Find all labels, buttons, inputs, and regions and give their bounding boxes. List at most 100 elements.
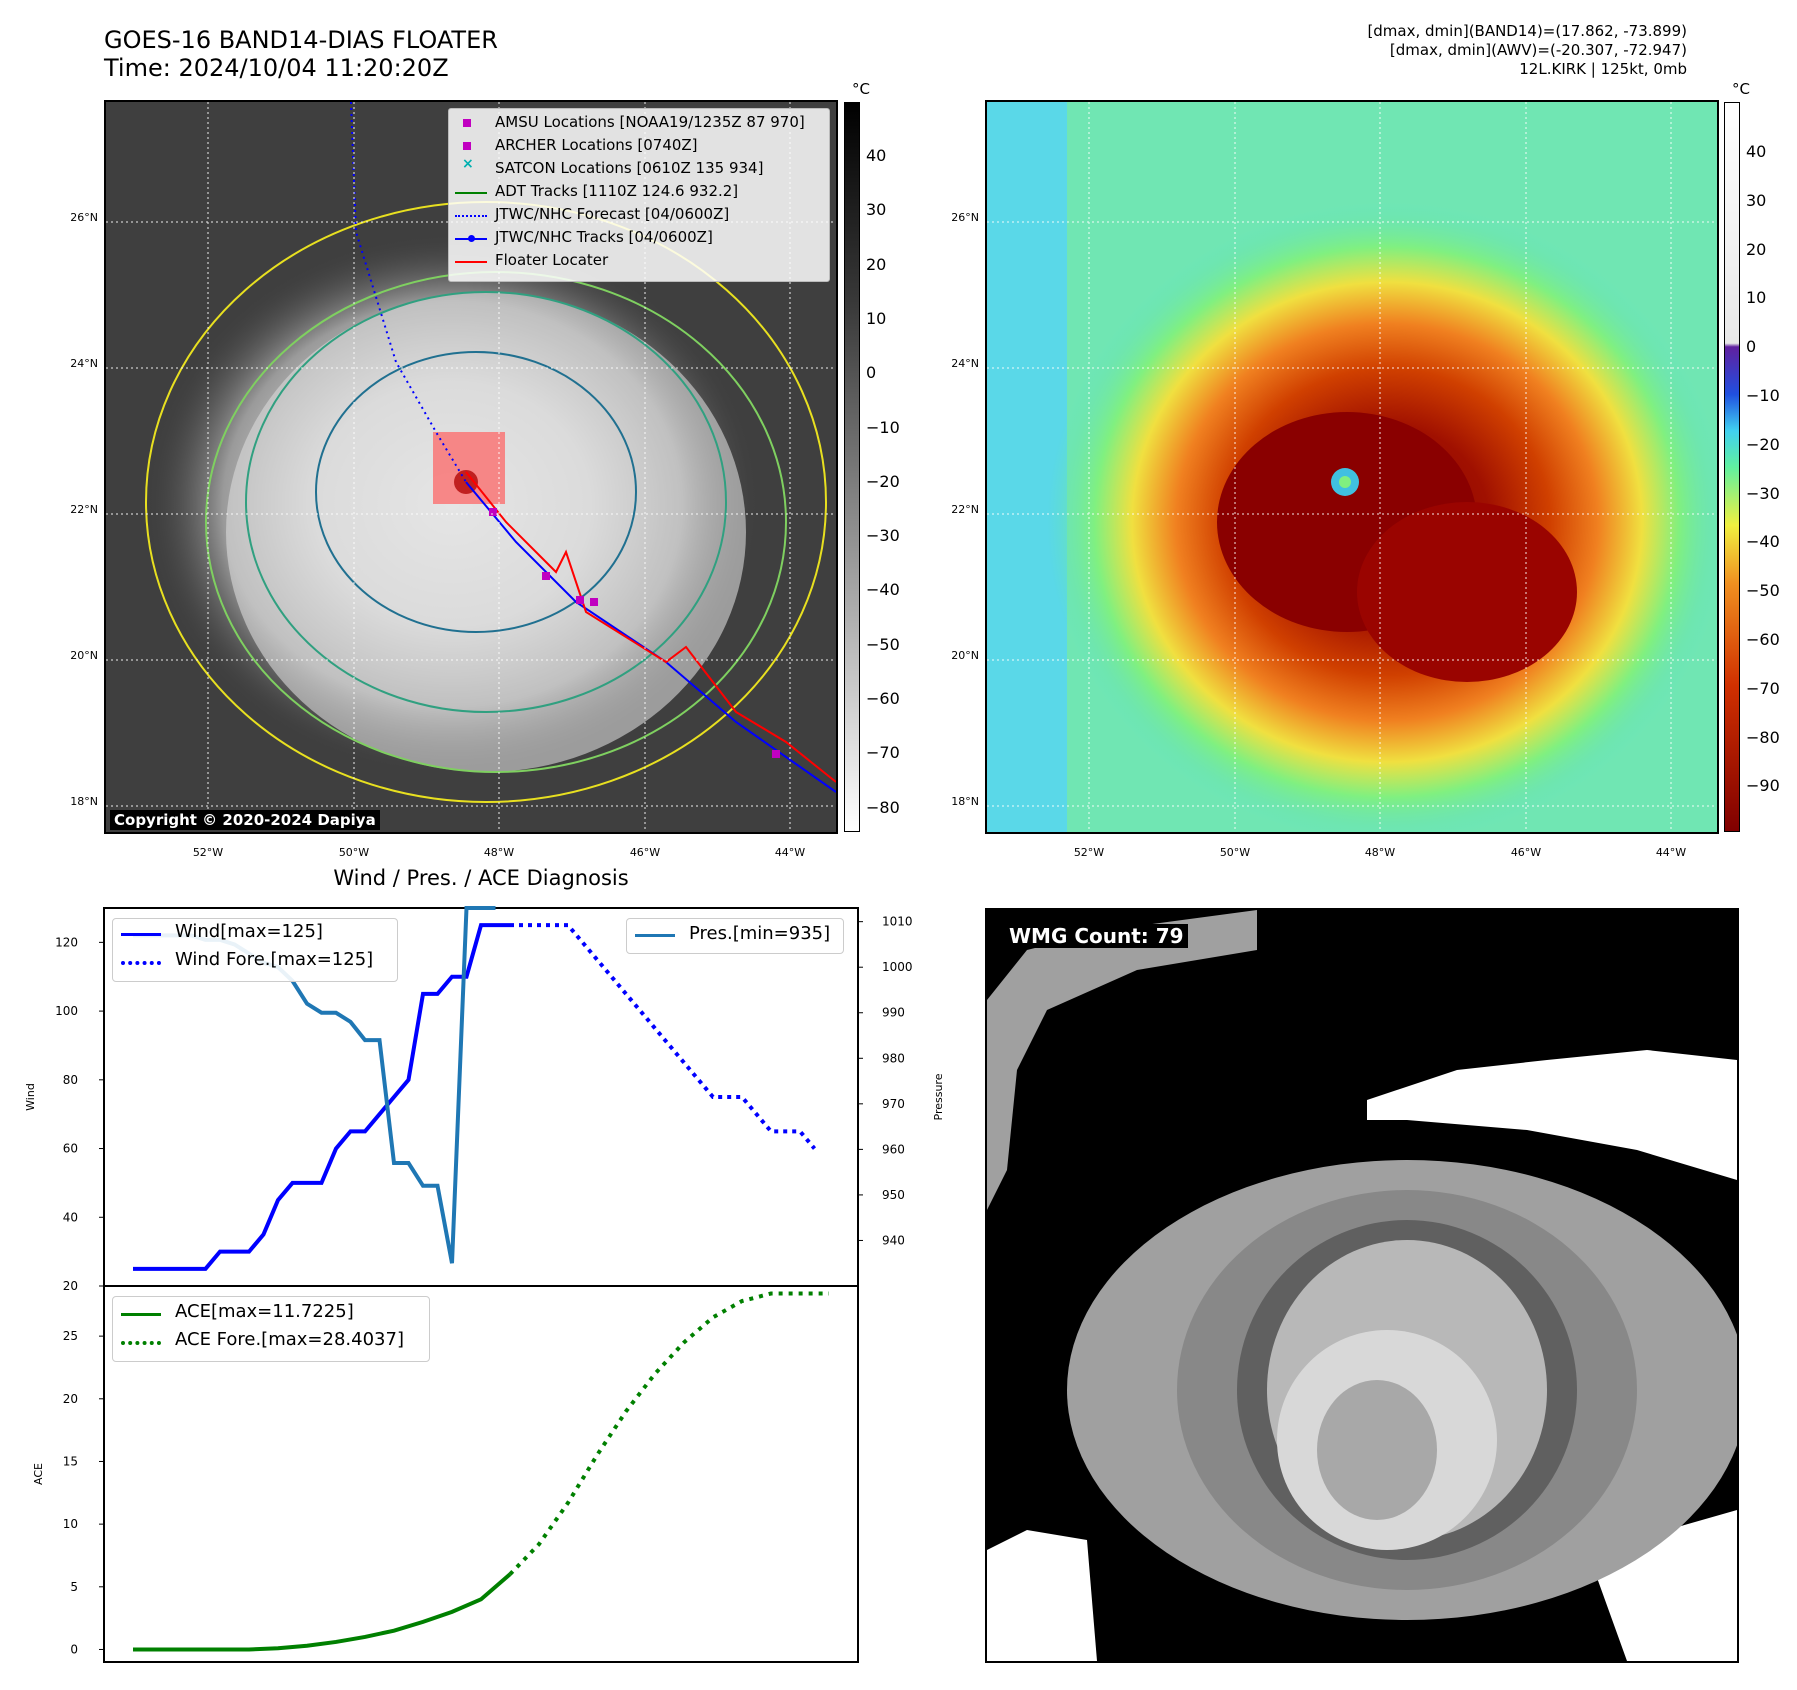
right-cbar-tick: 20 — [1746, 239, 1767, 259]
left-colorbar — [844, 102, 860, 832]
left-cbar-tick: 30 — [866, 200, 887, 220]
legend-amsu: AMSU Locations [NOAA19/1235Z 87 970] — [495, 113, 805, 131]
right-cbar-tick: −90 — [1746, 776, 1780, 796]
pressure-ytick-label: 1010 — [882, 915, 913, 929]
left-cbar-tick: 10 — [866, 308, 887, 328]
right-cbar-tick: −30 — [1746, 483, 1780, 503]
legend-symbol-satcon: × — [462, 156, 474, 172]
legend-tracks: JTWC/NHC Tracks [04/0600Z] — [495, 228, 713, 246]
legend-pres: Pres.[min=935] — [689, 923, 831, 944]
left-cbar-tick: −10 — [866, 417, 900, 437]
ace-ytick-label: 20 — [63, 1392, 78, 1406]
left-cbar-tick: 0 — [866, 363, 877, 383]
lon-label: 52°W — [192, 846, 224, 859]
ace-ytick-label: 25 — [63, 1329, 78, 1343]
left-cbar-tick: −60 — [866, 689, 900, 708]
legend-wind-line — [121, 933, 161, 936]
legend-wind-fore-line — [121, 961, 161, 965]
legend-satcon: SATCON Locations [0610Z 135 934] — [495, 159, 764, 177]
wmg-image — [987, 910, 1737, 1661]
right-cbar-tick: −70 — [1746, 678, 1780, 698]
ace-plot-frame — [103, 1285, 859, 1663]
right-cbar-unit: °C — [1732, 80, 1750, 98]
ace-legend: ACE[max=11.7225] ACE Fore.[max=28.4037] — [112, 1296, 430, 1362]
left-cbar-tick: 20 — [866, 254, 887, 274]
legend-symbol-amsu — [463, 119, 471, 127]
ace-panel: 0 5 10 15 20 25 ACE — [32, 1285, 859, 1663]
pressure-ytick-label: 940 — [882, 1233, 905, 1247]
lat-label: 18°N — [951, 795, 979, 808]
ace-ytick-label: 15 — [63, 1454, 78, 1468]
title-line1: GOES-16 BAND14-DIAS FLOATER — [104, 26, 498, 54]
right-cbar-tick: −20 — [1746, 434, 1780, 454]
lat-label: 20°N — [70, 649, 98, 662]
ace-series-line-1 — [508, 1291, 829, 1576]
series-line-1 — [510, 923, 817, 1150]
legend-ace-fore-line — [121, 1341, 161, 1345]
left-cbar-tick: 40 — [866, 146, 887, 165]
legend-symbol-forecast — [455, 215, 487, 217]
legend-symbol-adt — [455, 192, 487, 194]
pressure-ytick-label: 1000 — [882, 960, 913, 974]
stats-header: [dmax, dmin](BAND14)=(17.862, -73.899) [… — [1367, 22, 1687, 79]
wind-pressure-panel: 20 40 60 80 100 120 940 950 960 970 980 990 1000 1010… — [24, 906, 945, 1293]
wind-legend: Wind[max=125] Wind Fore.[max=125] — [112, 918, 398, 982]
pressure-legend: Pres.[min=935] — [626, 918, 844, 954]
wmg-panel: WMG Count: 79 — [985, 908, 1739, 1663]
right-cbar-tick: 30 — [1746, 190, 1767, 210]
wmg-count-label: WMG Count: 79 — [1005, 924, 1188, 948]
lon-label: 50°W — [338, 846, 370, 859]
title-line2: Time: 2024/10/04 11:20:20Z — [104, 54, 449, 82]
left-cbar-tick: −80 — [866, 797, 900, 817]
wind-ytick-label: 40 — [63, 1210, 78, 1224]
legend-floater: Floater Locater — [495, 251, 609, 269]
ace-ytick-label: 5 — [70, 1580, 78, 1594]
pressure-ytick-label: 960 — [882, 1142, 905, 1156]
legend-ace: ACE[max=11.7225] — [175, 1301, 354, 1322]
lat-label: 24°N — [70, 357, 98, 370]
legend-ace-line — [121, 1313, 161, 1316]
pressure-ytick-label: 990 — [882, 1006, 905, 1020]
series-line-0 — [133, 923, 510, 1271]
left-cbar-tick: −20 — [866, 471, 900, 491]
storm-info: 12L.KIRK | 125kt, 0mb — [1519, 60, 1687, 78]
lon-label: 48°W — [483, 846, 515, 859]
diagnosis-chart: 2040608010012094095096097098099010001010… — [24, 906, 945, 1663]
legend-forecast: JTWC/NHC Forecast [04/0600Z] — [495, 205, 730, 223]
wind-ytick-label: 120 — [55, 935, 78, 949]
legend-symbol-floater — [455, 261, 487, 263]
right-cbar-tick: −60 — [1746, 630, 1780, 649]
left-cbar-tick: −50 — [866, 634, 900, 654]
stats-awv: [dmax, dmin](AWV)=(-20.307, -72.947) — [1389, 41, 1687, 59]
wind-axis-label: Wind — [24, 1083, 37, 1111]
lon-label: 46°W — [1510, 846, 1542, 859]
legend-archer: ARCHER Locations [0740Z] — [495, 136, 698, 154]
wind-ytick-label: 80 — [63, 1073, 78, 1087]
stats-band14: [dmax, dmin](BAND14)=(17.862, -73.899) — [1367, 22, 1687, 40]
ace-ytick-label: 0 — [70, 1642, 78, 1656]
wind-ytick-label: 100 — [55, 1004, 78, 1018]
ace-series-line-0 — [133, 1572, 512, 1652]
pressure-ytick-label: 980 — [882, 1051, 905, 1065]
right-colorbar — [1724, 102, 1740, 832]
wind-ytick-label: 20 — [63, 1279, 78, 1293]
lat-label: 24°N — [951, 357, 979, 370]
legend-symbol-archer — [463, 142, 471, 150]
right-cbar-tick: −80 — [1746, 727, 1780, 747]
left-cbar-tick: −30 — [866, 526, 900, 546]
legend-wind-fore: Wind Fore.[max=125] — [175, 949, 374, 970]
legend-pres-line — [635, 934, 675, 937]
color-map-panel — [985, 100, 1719, 834]
diagnosis-title: Wind / Pres. / ACE Diagnosis — [333, 866, 629, 890]
right-cbar-tick: −10 — [1746, 386, 1780, 405]
lat-label: 22°N — [70, 503, 98, 516]
lon-label: 46°W — [629, 846, 661, 859]
lon-label: 52°W — [1073, 846, 1105, 859]
right-cbar-tick: −40 — [1746, 532, 1780, 552]
lat-label: 26°N — [70, 211, 98, 224]
color-map-image — [987, 102, 1717, 832]
pressure-ytick-label: 950 — [882, 1188, 905, 1202]
lon-label: 44°W — [1655, 846, 1687, 859]
lat-label: 26°N — [951, 211, 979, 224]
legend-symbol-tracks-dot — [468, 235, 475, 242]
